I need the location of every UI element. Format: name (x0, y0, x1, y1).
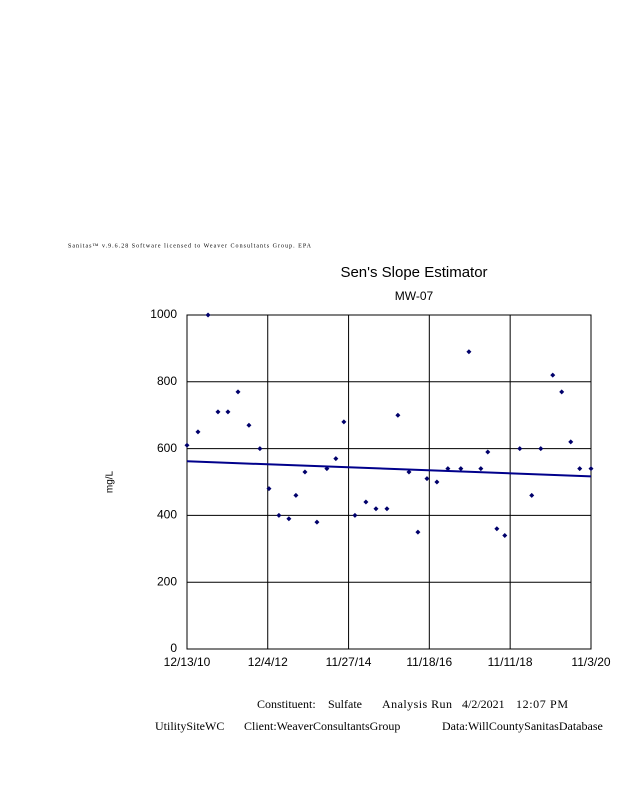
data-point (225, 409, 231, 415)
y-axis-label: mg/L (105, 470, 116, 493)
x-tick-label: 11/11/18 (488, 655, 533, 669)
footer-text: Constituent: (257, 697, 316, 711)
header: Sanitas™ v.9.6.28 Software licensed to W… (68, 242, 312, 249)
footer-text: 12:07 PM (516, 697, 568, 711)
y-tick-label: 1000 (150, 307, 177, 321)
data-point (257, 446, 263, 452)
data-point (333, 456, 339, 462)
data-point (577, 466, 583, 472)
data-point (434, 479, 440, 485)
data-point (550, 372, 556, 378)
chart-subtitle: MW-07 (395, 289, 434, 303)
data-point (559, 389, 565, 395)
data-point (373, 506, 379, 512)
footer-text: Sulfate (328, 697, 362, 711)
data-point (314, 519, 320, 525)
data-point (588, 466, 594, 472)
data-point (406, 469, 412, 475)
data-point (445, 466, 451, 472)
data-point (395, 412, 401, 418)
data-point (568, 439, 574, 445)
footer-text: Client:WeaverConsultantsGroup (244, 719, 400, 733)
y-tick-label: 0 (170, 641, 177, 655)
data-point (276, 512, 282, 518)
data-point (485, 449, 491, 455)
data-point (293, 492, 299, 498)
data-point (424, 476, 430, 482)
trend-line (186, 460, 592, 478)
data-point (494, 526, 500, 532)
data-point (466, 349, 472, 355)
data-point (538, 446, 544, 452)
footer-text: Data:WillCountySanitasDatabase (442, 719, 603, 733)
y-tick-label: 400 (157, 508, 177, 522)
data-point (235, 389, 241, 395)
y-tick-label: 600 (157, 441, 177, 455)
data-point (415, 529, 421, 535)
data-point (215, 409, 221, 415)
data-point (363, 499, 369, 505)
data-point (266, 486, 272, 492)
x-tick-label: 11/27/14 (326, 655, 372, 669)
x-tick-label: 11/3/20 (571, 655, 610, 669)
data-point (529, 492, 535, 498)
footer-text: UtilitySiteWC (155, 719, 224, 733)
plot-border (186, 314, 592, 650)
footer-text: Analysis Run (382, 697, 452, 711)
data-point (517, 446, 523, 452)
data-point (502, 532, 508, 538)
data-point (286, 516, 292, 522)
data-point (184, 442, 190, 448)
data-point (478, 466, 484, 472)
x-tick-label: 12/4/12 (248, 655, 288, 669)
footer-text: 4/2/2021 (462, 697, 505, 711)
data-point (205, 312, 211, 318)
data-point (341, 419, 347, 425)
y-tick-label: 200 (157, 574, 177, 588)
data-point (352, 512, 358, 518)
data-point (384, 506, 390, 512)
chart-title: Sen's Slope Estimator (340, 264, 487, 281)
data-point (246, 422, 252, 428)
data-point (195, 429, 201, 435)
x-tick-label: 12/13/10 (164, 655, 211, 669)
data-point (458, 466, 464, 472)
x-tick-label: 11/18/16 (406, 655, 452, 669)
y-tick-label: 800 (157, 374, 177, 388)
data-point (302, 469, 308, 475)
